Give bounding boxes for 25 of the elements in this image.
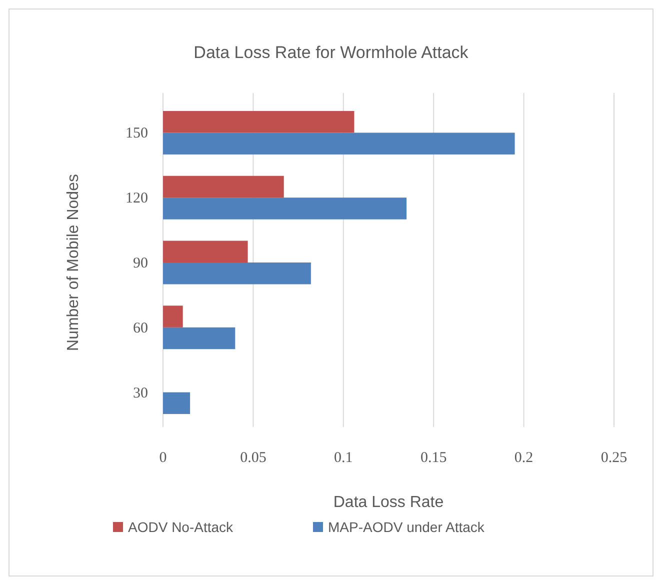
bar xyxy=(163,262,311,284)
y-tick-label: 60 xyxy=(133,320,148,336)
y-tick-label: 120 xyxy=(126,190,148,207)
bar xyxy=(163,176,284,198)
legend-label: AODV No-Attack xyxy=(128,519,234,535)
y-tick-label: 90 xyxy=(133,256,148,272)
bar xyxy=(163,110,354,133)
y-tick-label: 150 xyxy=(126,126,148,142)
y-tick-label: 30 xyxy=(133,385,148,402)
x-tick-label: 0.25 xyxy=(600,450,628,466)
y-axis-title: Number of Mobile Nodes xyxy=(65,174,82,351)
x-tick-label: 0.2 xyxy=(514,450,534,466)
bar xyxy=(163,198,407,220)
bar xyxy=(163,240,248,262)
x-tick-label: 0.1 xyxy=(334,450,353,466)
bar xyxy=(163,306,183,328)
x-tick-label: 0.05 xyxy=(240,450,266,466)
bar xyxy=(163,132,515,154)
x-tick-label: 0 xyxy=(159,450,167,466)
legend-label: MAP-AODV under Attack xyxy=(328,519,486,535)
bar xyxy=(163,327,236,350)
chart-title: Data Loss Rate for Wormhole Attack xyxy=(194,43,469,62)
bar xyxy=(163,392,190,414)
x-axis-title: Data Loss Rate xyxy=(333,494,444,511)
x-tick-label: 0.15 xyxy=(420,450,447,466)
